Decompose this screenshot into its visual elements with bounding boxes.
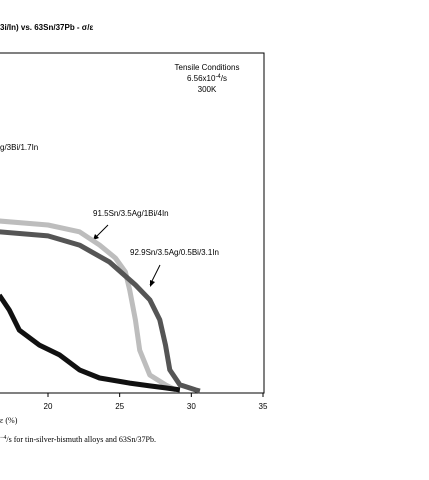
caption: −4/s for tin-silver-bismuth alloys and 6… bbox=[0, 435, 156, 444]
rate-base: 6.56x10 bbox=[187, 74, 216, 83]
series-line bbox=[0, 218, 177, 393]
x-tick-label: 20 bbox=[44, 402, 53, 411]
series-line bbox=[0, 229, 201, 394]
conditions-heading: Tensile Conditions bbox=[175, 63, 240, 72]
series-label: 91.5Sn/3.5Ag/1Bi/4In bbox=[93, 209, 169, 218]
arrow-head bbox=[93, 234, 99, 240]
x-tick-label: 25 bbox=[115, 402, 124, 411]
x-tick-label: 35 bbox=[259, 402, 268, 411]
caption-text: /s for tin-silver-bismuth alloys and 63S… bbox=[6, 435, 156, 444]
x-axis-label: ε (%) bbox=[0, 416, 18, 425]
conditions-temperature: 300K bbox=[198, 85, 217, 94]
series-line bbox=[0, 293, 181, 393]
series-label: 92.9Sn/3.5Ag/0.5Bi/3.1In bbox=[130, 248, 219, 257]
caption-exp: −4 bbox=[0, 435, 6, 441]
rate-exp: -4 bbox=[215, 74, 221, 80]
x-tick-label: 30 bbox=[187, 402, 196, 411]
plot-frame bbox=[0, 52, 265, 394]
arrow-head bbox=[150, 280, 155, 287]
side-label: g/3Bi/1.7In bbox=[0, 143, 38, 152]
chart-title: 3i/In) vs. 63Sn/37Pb - σ/ε bbox=[0, 23, 94, 32]
rate-unit: /s bbox=[221, 74, 227, 83]
conditions-rate: 6.56x10-4/s bbox=[187, 74, 227, 83]
